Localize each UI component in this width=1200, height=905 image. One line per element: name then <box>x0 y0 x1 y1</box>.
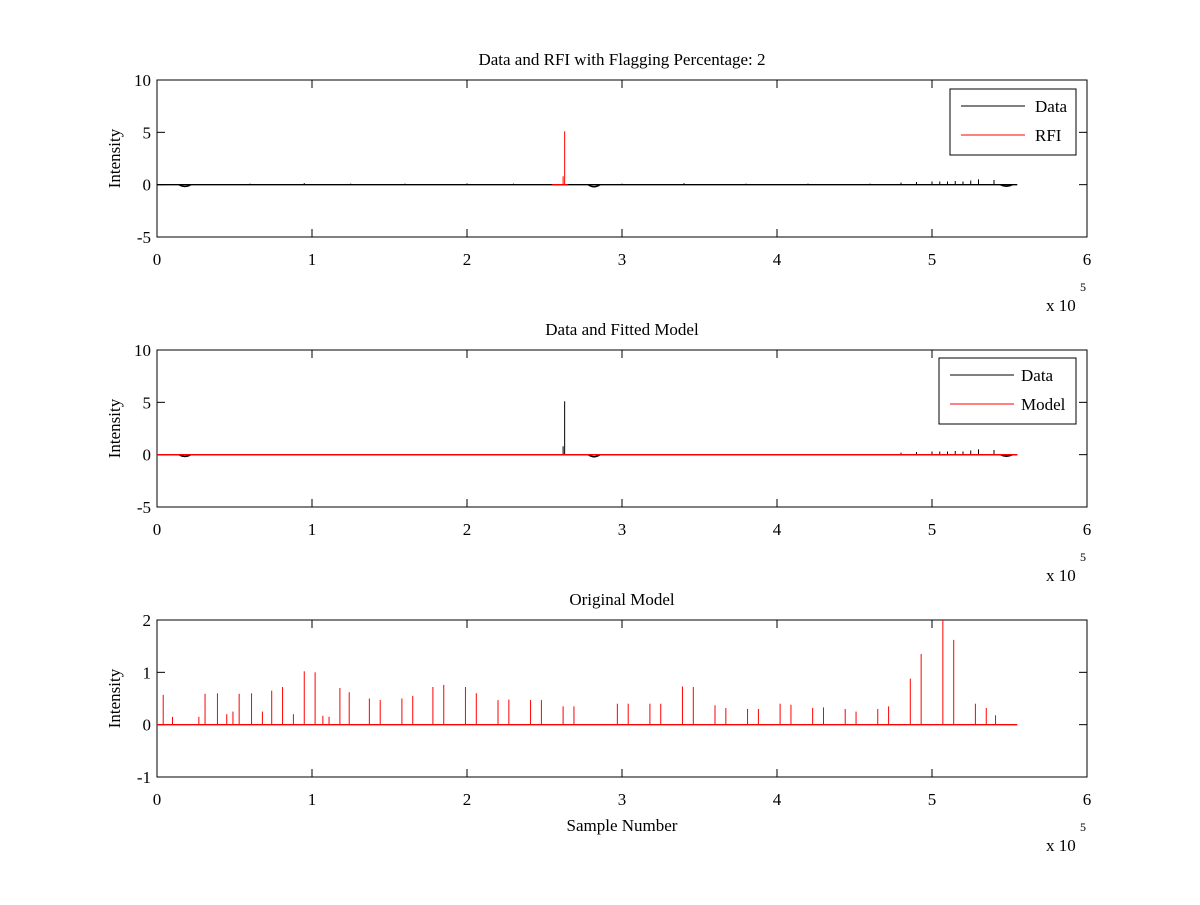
y-tick-label: 10 <box>134 71 151 90</box>
legend-entry: Data <box>1035 97 1068 116</box>
x-tick-label: 2 <box>463 250 472 269</box>
x-exponent-power: 5 <box>1080 280 1086 294</box>
y-tick-label: -1 <box>137 768 151 787</box>
axes-box <box>156 79 1088 238</box>
series-data <box>157 179 1018 188</box>
legend: Data Model <box>938 357 1077 425</box>
x-tick-label: 6 <box>1083 520 1092 539</box>
y-tick-label: 10 <box>134 341 151 360</box>
series-1 <box>157 620 1018 726</box>
y-tick-label: 2 <box>143 611 152 630</box>
x-exponent-power: 5 <box>1080 550 1086 564</box>
subplot-3: Original Model Intensity Sample Number 0 1 2 3… <box>105 590 1091 855</box>
x-exponent-label: x 10 <box>1046 566 1076 585</box>
x-tick-label: 1 <box>308 250 317 269</box>
series-rfi <box>552 131 568 186</box>
x-tick-label: 5 <box>928 790 937 809</box>
data-dip <box>178 184 192 188</box>
x-tick-label: 2 <box>463 790 472 809</box>
x-tick-label: 3 <box>618 250 627 269</box>
legend: Data RFI <box>949 88 1077 156</box>
x-tick-label: 1 <box>308 790 317 809</box>
x-tick-label: 4 <box>773 250 782 269</box>
x-tick-label: 5 <box>928 250 937 269</box>
subplot-title: Data and RFI with Flagging Percentage: 2 <box>478 50 765 69</box>
y-axis-label: Intensity <box>105 128 124 188</box>
legend-entry: Data <box>1021 366 1054 385</box>
x-exponent-label: x 10 <box>1046 296 1076 315</box>
legend-entry: RFI <box>1035 126 1062 145</box>
subplot-title: Data and Fitted Model <box>545 320 699 339</box>
legend-entry: Model <box>1021 395 1066 414</box>
y-axis-label: Intensity <box>105 668 124 728</box>
y-tick-label: 0 <box>143 716 152 735</box>
y-tick-label: -5 <box>137 498 151 517</box>
y-tick-label: 1 <box>143 663 152 682</box>
x-tick-label: 5 <box>928 520 937 539</box>
y-tick-label: 0 <box>143 446 152 465</box>
legend-box <box>938 357 1077 425</box>
x-tick-label: 3 <box>618 790 627 809</box>
y-tick-label: -5 <box>137 228 151 247</box>
x-tick-label: 2 <box>463 520 472 539</box>
data-dip <box>1000 183 1013 187</box>
y-tick-label: 0 <box>143 176 152 195</box>
legend-box <box>949 88 1077 156</box>
x-tick-label: 4 <box>773 790 782 809</box>
subplot-1: Data and RFI with Flagging Percentage: 2… <box>105 50 1091 315</box>
x-axis-label: Sample Number <box>567 816 678 835</box>
y-tick-label: 5 <box>143 123 152 142</box>
x-tick-label: 1 <box>308 520 317 539</box>
x-tick-label: 0 <box>153 250 162 269</box>
x-tick-label: 0 <box>153 520 162 539</box>
x-exponent-label: x 10 <box>1046 836 1076 855</box>
y-axis-label: Intensity <box>105 398 124 458</box>
axes-box <box>156 619 1088 778</box>
x-exponent-power: 5 <box>1080 820 1086 834</box>
subplot-title: Original Model <box>569 590 675 609</box>
x-tick-label: 6 <box>1083 250 1092 269</box>
data-dip <box>587 184 601 188</box>
y-tick-label: 5 <box>143 393 152 412</box>
x-tick-label: 6 <box>1083 790 1092 809</box>
x-tick-label: 4 <box>773 520 782 539</box>
x-tick-label: 0 <box>153 790 162 809</box>
x-tick-label: 3 <box>618 520 627 539</box>
